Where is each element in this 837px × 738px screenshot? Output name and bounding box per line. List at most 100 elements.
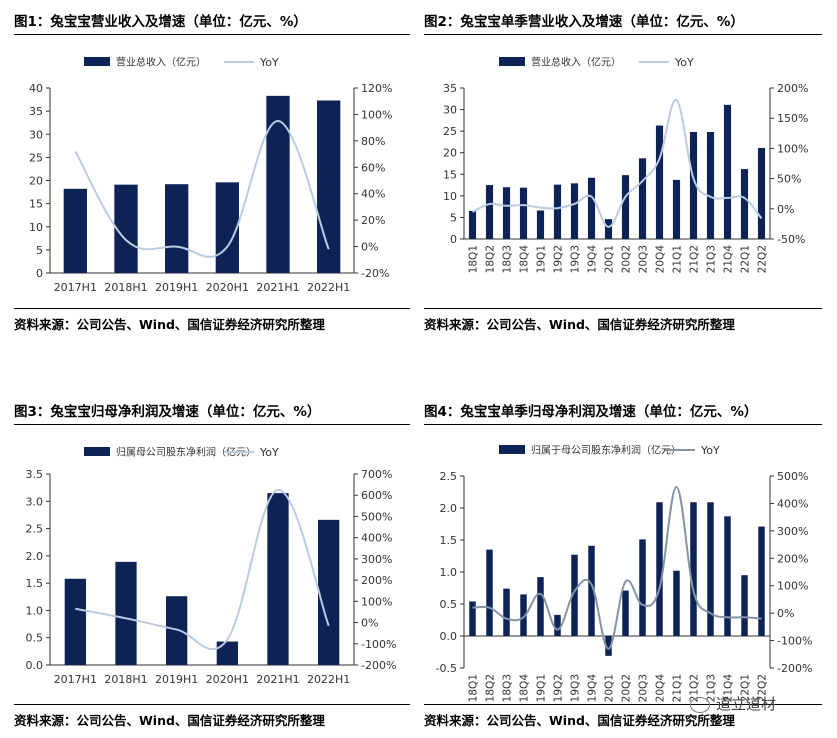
y2-tick-label: 400% <box>777 497 808 510</box>
title-divider <box>424 34 822 35</box>
x-tick-label: 2019H1 <box>155 281 198 294</box>
bar <box>486 549 493 636</box>
legend-bar-swatch <box>499 57 525 66</box>
y-tick-label: 0.0 <box>440 630 458 643</box>
chart-svg: 营业总收入（亿元） YoY 0 5 10 15 20 25 30 35 40 -20% 0% 20% 40%… <box>29 56 392 295</box>
y2-tick-label: 100% <box>777 142 808 155</box>
x-tick-label: 19Q3 <box>570 674 582 702</box>
y2-tick-label: -200% <box>361 659 396 672</box>
x-tick-label: 22Q2 <box>757 674 769 702</box>
y-tick-label: 15 <box>29 198 43 211</box>
x-tick-label: 18Q1 <box>468 674 480 702</box>
y2-tick-label: 60% <box>361 161 385 174</box>
x-tick-label: 2020H1 <box>206 673 249 686</box>
yoy-line <box>472 485 762 650</box>
x-tick-label: 2020H1 <box>206 281 249 294</box>
bar <box>266 95 290 273</box>
chart-title: 图4：兔宝宝单季归母净利润及增速（单位：亿元、%） <box>424 404 758 420</box>
x-tick-label: 2022H1 <box>307 281 350 294</box>
y-tick-label: 1.0 <box>440 566 458 579</box>
bar <box>519 187 528 239</box>
bar <box>553 184 562 239</box>
x-tick-label: 20Q1 <box>604 674 616 702</box>
x-tick-label: 22Q1 <box>740 674 752 702</box>
x-tick-label: 20Q2 <box>621 245 633 273</box>
y-tick-label: 2.5 <box>26 523 44 536</box>
legend-bar-swatch <box>499 445 525 454</box>
bar <box>740 169 749 239</box>
y-tick-label: 3.0 <box>26 495 44 508</box>
x-tick-label: 19Q1 <box>536 245 548 273</box>
x-tick-label: 18Q4 <box>519 245 531 274</box>
bar <box>741 575 748 636</box>
y-tick-label: 0 <box>36 267 43 280</box>
chart-source: 资料来源：公司公告、Wind、国信证券经济研究所整理 <box>424 317 735 332</box>
y-tick-label: 10 <box>443 190 457 203</box>
x-tick-label: 21Q1 <box>672 674 684 702</box>
y2-tick-label: -200% <box>777 662 812 675</box>
y2-tick-label: 20% <box>361 214 385 227</box>
y-tick-label: -0.5 <box>436 662 457 675</box>
y2-tick-label: 200% <box>777 552 808 565</box>
bar <box>706 132 715 239</box>
source-divider <box>424 704 822 705</box>
bar <box>520 594 527 636</box>
yoy-line <box>472 99 763 228</box>
chart-panel-1: 图1：兔宝宝营业收入及增速（单位：亿元、%） 营业总收入（亿元） YoY 0 5 10 1… <box>14 8 410 338</box>
chart-source: 资料来源：公司公告、Wind、国信证券经济研究所整理 <box>424 713 735 728</box>
x-tick-label: 19Q3 <box>570 245 582 273</box>
x-tick-label: 20Q4 <box>655 245 667 274</box>
x-tick-label: 20Q2 <box>621 674 633 702</box>
x-tick-label: 19Q2 <box>553 674 565 702</box>
legend-line-label: YoY <box>700 444 720 457</box>
watermark-text: 道立道材 <box>716 695 777 713</box>
x-tick-label: 21Q4 <box>723 245 735 274</box>
y2-tick-label: 700% <box>361 468 392 481</box>
x-tick-label: 18Q2 <box>485 245 497 273</box>
bar <box>639 539 646 636</box>
bar <box>554 614 561 636</box>
chart-panel-4: 图4：兔宝宝单季归母净利润及增速（单位：亿元、%） 归属于母公司股东净利润（亿元… <box>424 398 822 736</box>
y-tick-label: 25 <box>29 151 43 164</box>
x-tick-label: 2017H1 <box>54 281 97 294</box>
x-tick-label: 21Q1 <box>672 245 684 273</box>
bar <box>757 147 766 239</box>
y2-tick-label: 200% <box>361 574 392 587</box>
bar <box>503 588 510 636</box>
x-tick-label: 19Q4 <box>587 245 599 274</box>
x-tick-label: 19Q4 <box>587 674 599 703</box>
y2-tick-label: 120% <box>361 82 392 95</box>
x-tick-label: 20Q3 <box>638 674 650 702</box>
y-tick-label: 5 <box>36 244 43 257</box>
y2-tick-label: 500% <box>777 470 808 483</box>
x-tick-label: 2017H1 <box>54 673 97 686</box>
x-tick-label: 21Q2 <box>689 245 701 273</box>
y2-tick-label: 0% <box>777 607 794 620</box>
y-tick-label: 3.5 <box>26 468 44 481</box>
bar <box>673 570 680 636</box>
x-tick-label: 18Q2 <box>485 674 497 702</box>
bar <box>605 636 612 656</box>
chart-panel-2: 图2：兔宝宝单季营业收入及增速（单位：亿元、%） 营业总收入（亿元） YoY 0 5 1… <box>424 8 822 338</box>
bar <box>570 183 579 239</box>
bar <box>469 601 476 636</box>
x-tick-label: 20Q4 <box>655 674 667 703</box>
yoy-line <box>74 120 330 258</box>
wechat-icon <box>690 696 710 713</box>
x-tick-label: 18Q1 <box>468 245 480 273</box>
legend: 营业总收入（亿元） YoY <box>84 56 279 69</box>
bar <box>638 158 647 239</box>
chart-title: 图1：兔宝宝营业收入及增速（单位：亿元、%） <box>14 14 307 30</box>
chart-panel-3: 图3：兔宝宝归母净利润及增速（单位：亿元、%） 归属母公司股东净利润（亿元） Yo… <box>14 398 410 736</box>
y2-tick-label: -100% <box>361 638 396 651</box>
bar <box>216 641 238 665</box>
y2-tick-label: 100% <box>361 108 392 121</box>
bar <box>165 184 189 273</box>
bar <box>571 554 578 636</box>
y2-tick-label: -100% <box>777 635 812 648</box>
x-tick-label: 2018H1 <box>104 281 147 294</box>
x-tick-label: 21Q4 <box>723 674 735 703</box>
bar <box>215 182 239 273</box>
y2-tick-label: 300% <box>777 525 808 538</box>
y-tick-label: 5 <box>450 211 457 224</box>
